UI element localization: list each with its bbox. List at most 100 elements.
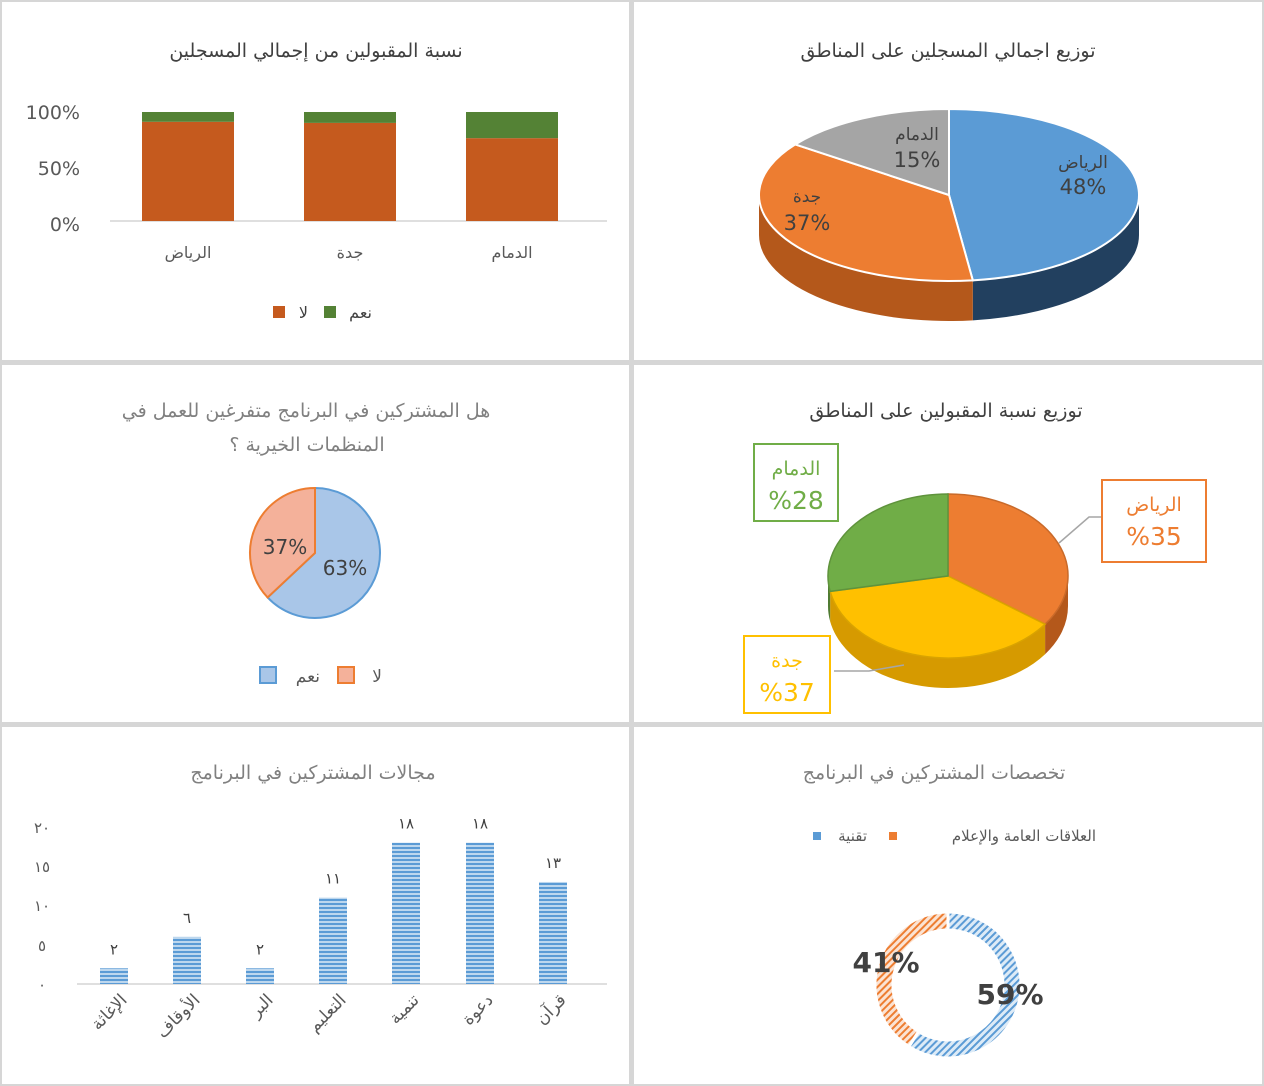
chart-title-line-1: هل المشتركين في البرنامج متفرغين للعمل ف… [122,400,491,422]
accepted-ratio-chart: نسبة المقبولين من إجمالي المسجلين 100% 50%… [26,40,607,322]
x-tick-label: الأوقاف [152,990,205,1043]
bar-no-segment [142,121,234,221]
x-tick-label: البر [245,990,277,1022]
slice-value-label: 37% [784,211,831,235]
full-time-chart: هل المشتركين في البرنامج متفرغين للعمل ف… [122,400,491,687]
y-tick-label: ١٠ [34,897,50,915]
bar-no-segment [304,122,396,221]
participant-specialties-chart-panel: تخصصات المشتركين في البرنامج تقنية العلاقا… [634,727,1262,1084]
column-value-label: ٢ [256,940,264,958]
x-tick-label: الرياض [165,243,212,263]
participant-fields-chart: مجالات المشتركين في البرنامج ٢٠ ١٥ ١٠ ٥ ٠ ٢ الإ… [34,762,607,1043]
y-tick-label: ٠ [38,976,46,994]
y-tick-label: 50% [38,158,80,180]
data-callout-box [1101,479,1207,563]
legend-swatch [324,306,336,318]
pie-slice [758,143,975,282]
column-bar [100,968,128,984]
data-callout-box [753,443,839,522]
accepted-ratio-chart-panel: نسبة المقبولين من إجمالي المسجلين 100% 50%… [2,2,629,360]
pie-slice-side [1045,576,1068,655]
chart-title: توزيع نسبة المقبولين على المناطق [809,400,1082,422]
callout-value-label: %35 [1126,522,1182,551]
legend-label: نعم [349,303,372,322]
legend-swatch [813,832,821,840]
callout-name-label: الرياض [1126,494,1182,516]
column-value-label: ١٨ [472,815,488,833]
pie-slice-side [759,195,973,321]
slice-value-label: 63% [323,556,367,580]
y-tick-label: ٢٠ [34,819,50,837]
pie-slice-side [830,591,1046,688]
donut-slice [873,910,950,1049]
x-tick-label: التعليم [304,990,350,1036]
column-value-label: ١٨ [398,815,414,833]
y-tick-label: 0% [50,214,80,236]
leader-line [1058,516,1102,544]
slice-name-label: الدمام [895,125,939,145]
pie-slice [948,107,1140,282]
y-tick-label: ٥ [38,937,46,955]
column-value-label: ٢ [110,940,118,958]
legend-swatch [259,666,277,684]
x-tick-label: قرآن [530,989,570,1029]
x-tick-label: دعوة [458,990,497,1029]
callout-value-label: %28 [768,486,824,515]
y-tick-label: 100% [26,102,80,124]
chart-title: نسبة المقبولين من إجمالي المسجلين [169,40,462,63]
column-bar [392,842,420,984]
x-tick-label: جدة [337,243,364,262]
accepted-distribution-chart: توزيع نسبة المقبولين على المناطق الرياض %3… [743,400,1207,714]
column-bar [539,881,567,984]
pie-slice-side [972,195,1139,321]
data-callout-box [743,635,831,714]
legend-swatch [273,306,285,318]
chart-title: توزيع اجمالي المسجلين على المناطق [800,40,1095,62]
legend-label: العلاقات العامة والإعلام [952,827,1096,845]
bar-yes-segment [142,112,234,122]
participant-specialties-chart: تخصصات المشتركين في البرنامج تقنية العلاقا… [803,762,1096,1060]
pie-slice [792,107,950,197]
column-value-label: ١١ [325,870,341,888]
legend-swatch [889,832,897,840]
legend-label: تقنية [838,827,867,845]
pie-slice [947,493,1069,626]
x-tick-label: تنمية [385,990,423,1028]
slice-value-label: 15% [894,148,941,172]
callout-name-label: الدمام [772,458,821,480]
x-tick-label: الدمام [491,243,532,262]
slice-name-label: الرياض [1058,153,1108,173]
leader-line [834,664,905,672]
full-time-chart-panel: هل المشتركين في البرنامج متفرغين للعمل ف… [2,365,629,722]
column-bar [173,936,201,984]
chart-title-line-2: المنظمات الخيرية ؟ [229,434,384,456]
column-bar [319,897,347,984]
chart-title: تخصصات المشتركين في البرنامج [803,762,1065,784]
legend-label: لا [299,303,308,322]
registered-distribution-chart: توزيع اجمالي المسجلين على المناطق الرياض4… [758,40,1140,321]
bar-yes-segment [304,112,396,123]
slice-value-label: 59% [976,978,1043,1011]
column-value-label: ١٣ [545,854,561,872]
callout-name-label: جدة [771,650,803,672]
participant-fields-chart-panel: مجالات المشتركين في البرنامج ٢٠ ١٥ ١٠ ٥ ٠ ٢ الإ… [2,727,629,1084]
column-bar [246,968,274,984]
bar-no-segment [466,138,558,221]
pie-slice [829,575,1047,659]
column-value-label: ٦ [183,909,191,927]
pie-slice [249,486,316,599]
bar-yes-segment [466,112,558,139]
slice-value-label: 41% [852,946,919,979]
x-tick-label: الإغاثة [87,990,131,1034]
chart-title: مجالات المشتركين في البرنامج [190,762,435,784]
legend-swatch [337,666,355,684]
column-bar [466,842,494,984]
callout-value-label: %37 [759,678,815,707]
legend-label: نعم [296,667,320,687]
slice-name-label: جدة [793,187,821,207]
donut-slice [906,910,1023,1060]
pie-slice [827,493,949,593]
registered-distribution-chart-panel: توزيع اجمالي المسجلين على المناطق الرياض 4… [634,2,1262,360]
accepted-distribution-chart-panel: توزيع نسبة المقبولين على المناطق الرياض %3… [634,365,1262,722]
legend-label: لا [372,667,382,687]
